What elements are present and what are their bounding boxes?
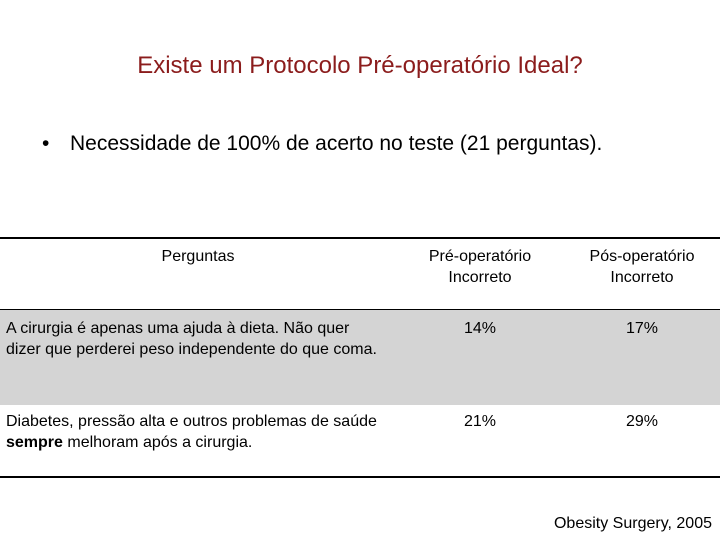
table-bottom-rule [0, 476, 720, 478]
header-cell: Pré-operatório Incorreto [400, 246, 560, 288]
row-shading [0, 310, 720, 405]
table-cell: Diabetes, pressão alta e outros problema… [6, 411, 386, 453]
table-top-rule [0, 237, 720, 239]
table-cell: A cirurgia é apenas uma ajuda à dieta. N… [6, 320, 377, 358]
table-cell: 29% [625, 413, 659, 430]
slide-title: Existe um Protocolo Pré-operatório Ideal… [137, 52, 583, 79]
header-line: Pós-operatório [589, 248, 695, 265]
bullet-text: Necessidade de 100% de acerto no teste (… [70, 132, 603, 155]
bold-text-run: sempre [6, 434, 63, 451]
header-line: Incorreto [610, 269, 674, 286]
citation: Obesity Surgery, 2005 [553, 515, 712, 532]
table-cell: 21% [463, 413, 497, 430]
text-run: melhoram após a cirurgia. [62, 434, 253, 451]
header-cell: Pós-operatório Incorreto [562, 246, 720, 288]
header-rule [0, 309, 720, 310]
header-cell: Perguntas [161, 248, 235, 265]
table-cell: 14% [463, 320, 497, 337]
text-run: Diabetes, pressão alta e outros problema… [6, 413, 377, 430]
bullet: • Necessidade de 100% de acerto no teste … [42, 132, 603, 155]
table-cell: 17% [625, 320, 659, 337]
header-line: Incorreto [448, 269, 512, 286]
header-line: Pré-operatório [428, 248, 532, 265]
